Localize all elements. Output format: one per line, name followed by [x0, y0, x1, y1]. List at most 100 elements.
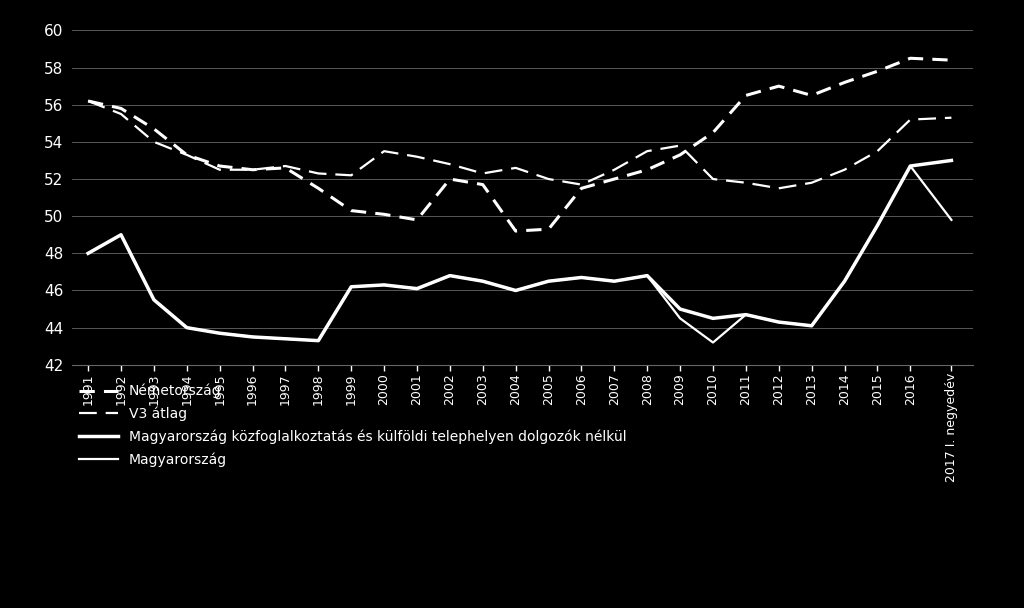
V3 átlag [674, 142, 686, 149]
Magyarország [674, 315, 686, 322]
Magyarország közfoglalkoztatás és külföldi telephelyen dolgozók nélkül [378, 282, 390, 289]
Magyarország közfoglalkoztatás és külföldi telephelyen dolgozók nélkül [510, 287, 522, 294]
Line: Magyarország: Magyarország [88, 166, 951, 342]
Németország [773, 83, 785, 90]
Németország [476, 181, 488, 188]
Magyarország közfoglalkoztatás és külföldi telephelyen dolgozók nélkül [707, 315, 719, 322]
Magyarország [115, 231, 127, 238]
Magyarország [739, 311, 752, 318]
Németország [945, 57, 957, 64]
V3 átlag [476, 170, 488, 177]
Magyarország [280, 335, 292, 342]
Magyarország közfoglalkoztatás és külföldi telephelyen dolgozók nélkül [476, 277, 488, 285]
Magyarország [147, 296, 160, 303]
Németország [510, 227, 522, 235]
Magyarország [214, 330, 226, 337]
Magyarország közfoglalkoztatás és külföldi telephelyen dolgozók nélkül [345, 283, 357, 291]
Magyarország [443, 272, 456, 279]
Magyarország közfoglalkoztatás és külföldi telephelyen dolgozók nélkül [945, 157, 957, 164]
Németország [739, 92, 752, 99]
Magyarország közfoglalkoztatás és külföldi telephelyen dolgozók nélkül [839, 277, 851, 285]
V3 átlag [345, 171, 357, 179]
V3 átlag [82, 97, 94, 105]
Magyarország [839, 277, 851, 285]
Németország [180, 151, 193, 159]
Németország [641, 166, 653, 173]
Magyarország [904, 162, 916, 170]
Magyarország közfoglalkoztatás és külföldi telephelyen dolgozók nélkül [312, 337, 325, 344]
Magyarország [345, 283, 357, 291]
Németország [443, 175, 456, 182]
V3 átlag [871, 148, 884, 155]
Magyarország [247, 333, 259, 340]
Magyarország [476, 277, 488, 285]
Németország [871, 67, 884, 75]
Németország [247, 166, 259, 173]
Line: Németország: Németország [88, 58, 951, 231]
V3 átlag [641, 148, 653, 155]
Magyarország közfoglalkoztatás és külföldi telephelyen dolgozók nélkül [115, 231, 127, 238]
V3 átlag [806, 179, 818, 187]
Magyarország [180, 324, 193, 331]
Németország [674, 151, 686, 159]
Magyarország közfoglalkoztatás és külföldi telephelyen dolgozók nélkül [739, 311, 752, 318]
Legend: Németország, V3 átlag, Magyarország közfoglalkoztatás és külföldi telephelyen do: Németország, V3 átlag, Magyarország közf… [79, 384, 627, 467]
Magyarország [806, 322, 818, 330]
V3 átlag [707, 175, 719, 182]
Magyarország közfoglalkoztatás és külföldi telephelyen dolgozók nélkül [214, 330, 226, 337]
Magyarország közfoglalkoztatás és külföldi telephelyen dolgozók nélkül [806, 322, 818, 330]
V3 átlag [378, 148, 390, 155]
Németország [707, 129, 719, 136]
Németország [312, 185, 325, 192]
Magyarország [543, 277, 555, 285]
Németország [839, 79, 851, 86]
Németország [608, 175, 621, 182]
Magyarország közfoglalkoztatás és külföldi telephelyen dolgozók nélkül [82, 250, 94, 257]
Magyarország [608, 277, 621, 285]
V3 átlag [945, 114, 957, 122]
V3 átlag [312, 170, 325, 177]
Magyarország [378, 282, 390, 289]
Németország [806, 92, 818, 99]
Magyarország [707, 339, 719, 346]
Magyarország [773, 319, 785, 326]
Németország [115, 105, 127, 112]
Németország [411, 216, 423, 224]
Magyarország közfoglalkoztatás és külföldi telephelyen dolgozók nélkül [443, 272, 456, 279]
Németország [378, 210, 390, 218]
V3 átlag [773, 185, 785, 192]
Magyarország közfoglalkoztatás és külföldi telephelyen dolgozók nélkül [904, 162, 916, 170]
Line: V3 átlag: V3 átlag [88, 101, 951, 188]
Magyarország közfoglalkoztatás és külföldi telephelyen dolgozók nélkül [247, 333, 259, 340]
Magyarország közfoglalkoztatás és külföldi telephelyen dolgozók nélkül [411, 285, 423, 292]
V3 átlag [247, 166, 259, 173]
Magyarország [871, 222, 884, 229]
V3 átlag [575, 181, 588, 188]
Magyarország [641, 272, 653, 279]
Magyarország [510, 287, 522, 294]
Németország [575, 185, 588, 192]
Magyarország közfoglalkoztatás és külföldi telephelyen dolgozók nélkül [575, 274, 588, 281]
Magyarország közfoglalkoztatás és külföldi telephelyen dolgozók nélkül [773, 319, 785, 326]
Magyarország közfoglalkoztatás és külföldi telephelyen dolgozók nélkül [641, 272, 653, 279]
Magyarország közfoglalkoztatás és külföldi telephelyen dolgozók nélkül [280, 335, 292, 342]
Magyarország közfoglalkoztatás és külföldi telephelyen dolgozók nélkül [674, 305, 686, 313]
V3 átlag [739, 179, 752, 187]
V3 átlag [839, 166, 851, 173]
Németország [147, 125, 160, 133]
V3 átlag [608, 166, 621, 173]
V3 átlag [280, 162, 292, 170]
Németország [543, 226, 555, 233]
V3 átlag [180, 151, 193, 159]
Magyarország közfoglalkoztatás és külföldi telephelyen dolgozók nélkül [608, 277, 621, 285]
Magyarország közfoglalkoztatás és külföldi telephelyen dolgozók nélkül [543, 277, 555, 285]
V3 átlag [411, 153, 423, 161]
Németország [345, 207, 357, 214]
Magyarország [312, 337, 325, 344]
V3 átlag [510, 164, 522, 171]
V3 átlag [904, 116, 916, 123]
V3 átlag [543, 175, 555, 182]
Line: Magyarország közfoglalkoztatás és külföldi telephelyen dolgozók nélkül: Magyarország közfoglalkoztatás és külföl… [88, 161, 951, 340]
V3 átlag [443, 161, 456, 168]
Magyarország [82, 250, 94, 257]
